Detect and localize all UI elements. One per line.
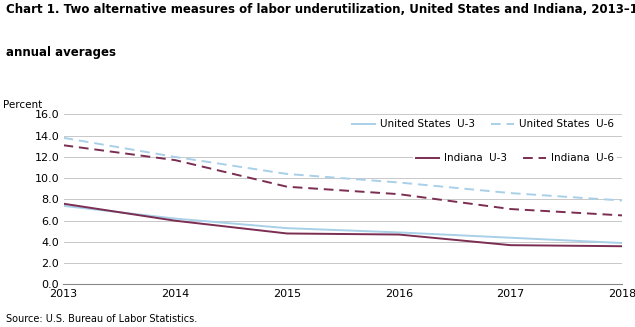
Text: Percent: Percent [3, 99, 43, 110]
Text: annual averages: annual averages [6, 46, 116, 59]
Text: Chart 1. Two alternative measures of labor underutilization, United States and I: Chart 1. Two alternative measures of lab… [6, 3, 635, 16]
Text: Source: U.S. Bureau of Labor Statistics.: Source: U.S. Bureau of Labor Statistics. [6, 314, 197, 324]
Legend: Indiana  U-3, Indiana  U-6: Indiana U-3, Indiana U-6 [413, 150, 617, 166]
